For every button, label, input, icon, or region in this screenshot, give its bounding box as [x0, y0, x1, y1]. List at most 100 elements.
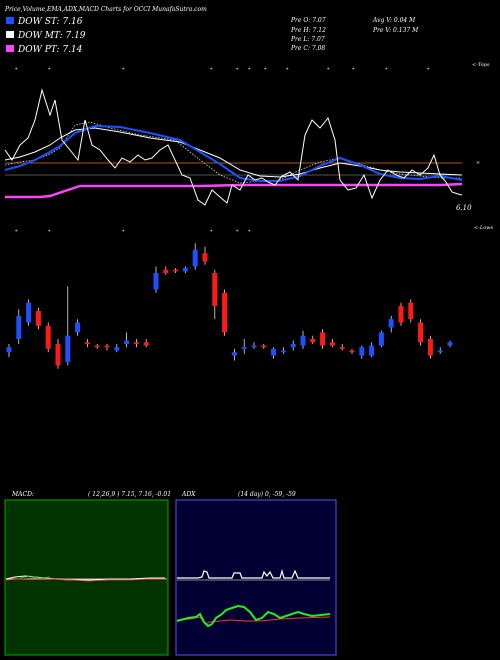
candle-body [192, 249, 198, 267]
price-panel: * * * * * * * * * * * * <-Tops × * * * * * * <-Lo… [4, 62, 493, 235]
candle-body [388, 319, 394, 328]
svg-text:*: * [248, 67, 251, 73]
svg-text:*: * [385, 67, 388, 73]
candle-body [84, 342, 90, 344]
candle-body [369, 345, 375, 356]
candle-body [55, 343, 61, 366]
svg-text:*: * [427, 67, 430, 73]
candle-body [124, 340, 130, 344]
svg-text:*: * [210, 67, 213, 73]
dow-pt-line [5, 182, 463, 199]
candle-body [447, 342, 453, 346]
adx-label: ADX [181, 491, 196, 498]
candle-body [418, 322, 424, 343]
candle-body [271, 348, 277, 356]
candle-body [310, 339, 316, 343]
candle-body [300, 335, 306, 346]
candle-body [437, 350, 443, 353]
svg-text:*: * [264, 67, 267, 73]
candle-body [241, 347, 247, 349]
candle-body [35, 310, 41, 326]
ema-dotted-line [4, 121, 462, 184]
close-price-line [4, 88, 463, 206]
macd-params: ( 12,26,9 ) 7.15, 7.16, -0.01 [88, 491, 171, 498]
legend-label-mt: DOW MT: 7.19 [17, 31, 86, 41]
svg-text:*: * [48, 67, 51, 73]
adx-params: (14 day) 0, -59, -59 [238, 491, 296, 498]
lows-label: <-Lows [474, 225, 493, 231]
candle-body [114, 347, 120, 351]
dow-st-line [4, 124, 463, 182]
svg-text:*: * [352, 67, 355, 73]
pre-volume: Pre V: 0.137 M [372, 27, 419, 34]
avg-volume: Avg V: 0.04 M [372, 17, 416, 24]
candle-body [290, 343, 296, 348]
candle-body [45, 325, 51, 349]
candle-body [251, 345, 257, 348]
candle-body [163, 269, 169, 273]
candle-body [104, 345, 110, 348]
candle-body [173, 269, 179, 272]
ohlc-close: Pre C: 7.08 [290, 45, 325, 52]
candle-body [320, 332, 326, 346]
candle-body [65, 335, 71, 363]
svg-text:*: * [122, 67, 125, 73]
candle-body [427, 339, 433, 356]
candle-body [408, 302, 414, 320]
candle-body [16, 315, 22, 339]
tops-markers: * * * * * * * * * * * * [15, 67, 430, 73]
last-price-label: 6.10 [456, 204, 472, 212]
macd-histogram-line [19, 575, 51, 579]
candle-body [231, 352, 237, 356]
candle-body [26, 302, 32, 323]
legend-swatch-pt [6, 45, 14, 52]
svg-text:*: * [210, 229, 213, 235]
candle-body [359, 347, 365, 356]
chart-title: Price,Volume,EMA,ADX,MACD Charts for OCC… [4, 6, 207, 13]
svg-text:*: * [15, 229, 18, 235]
svg-text:*: * [327, 67, 330, 73]
svg-text:*: * [122, 229, 125, 235]
candle-body [339, 347, 345, 349]
svg-text:*: * [236, 229, 239, 235]
legend-swatch-st [6, 17, 14, 24]
legend-label-st: DOW ST: 7.16 [17, 17, 83, 27]
ohlc-low: Pre L: 7.07 [290, 36, 325, 43]
candle-body [133, 342, 139, 344]
svg-text:*: * [48, 229, 51, 235]
lows-markers: * * * * * * [15, 229, 251, 235]
adx-line [177, 568, 330, 579]
candle-body [6, 347, 12, 353]
candle-body [182, 268, 188, 272]
candle-body [261, 345, 267, 348]
ohlc-open: Pre O: 7.07 [290, 17, 326, 24]
macd-panel [4, 499, 169, 656]
tick-mark: × [476, 160, 480, 166]
svg-text:*: * [248, 229, 251, 235]
ohlc-readout: Pre O: 7.07 Pre H: 7.12 Pre L: 7.07 Pre … [290, 17, 326, 52]
svg-text:*: * [15, 67, 18, 73]
adx-plus-di-line [176, 604, 331, 628]
svg-text:*: * [236, 67, 239, 73]
candle-body [202, 253, 208, 262]
tops-label: <-Tops [472, 62, 490, 68]
candle-body [153, 273, 159, 290]
candle-body [94, 345, 100, 348]
candle-body [222, 292, 228, 333]
macd-signal-line [5, 577, 165, 582]
candle-body [349, 350, 355, 353]
macd-label: MACD: [11, 491, 34, 498]
candle-body [143, 342, 149, 346]
candle-body [378, 332, 384, 346]
legend: DOW ST: 7.16 DOW MT: 7.19 DOW PT: 7.14 [6, 17, 86, 55]
legend-label-pt: DOW PT: 7.14 [17, 45, 83, 55]
candle-body [280, 350, 286, 353]
candlestick-series [6, 243, 453, 369]
svg-text:*: * [286, 67, 289, 73]
dow-mt-line [4, 127, 463, 178]
candle-body [75, 322, 81, 333]
legend-swatch-mt [6, 31, 14, 38]
candle-body [212, 273, 218, 306]
candle-body [398, 306, 404, 323]
